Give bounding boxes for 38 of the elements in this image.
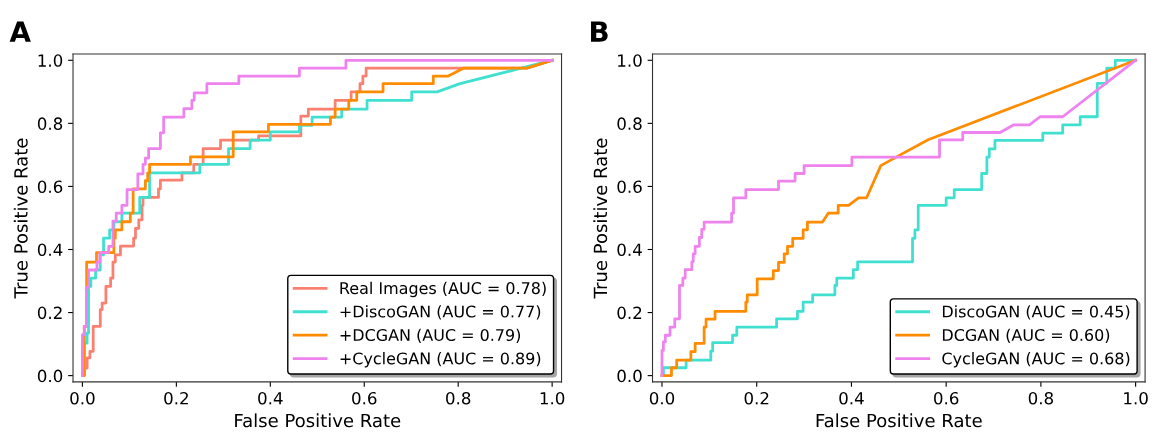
x-axis-title: False Positive Rate	[235, 413, 401, 428]
x-tick-label: 0.8	[446, 391, 471, 405]
y-tick-label: 0.0	[37, 369, 63, 383]
x-tick-label: 0.4	[258, 391, 283, 405]
legend-label: +DCGAN (AUC = 0.79)	[340, 328, 521, 343]
chart-title: A	[9, 21, 31, 42]
x-tick-label: 1.0	[1124, 391, 1148, 405]
x-tick-label: 0.0	[649, 391, 675, 405]
chart-title: B	[591, 21, 608, 42]
y-tick-label: 0.0	[617, 369, 642, 383]
y-tick-label: 0.6	[37, 180, 63, 193]
y-axis-title: True Positive Rate	[593, 138, 608, 299]
legend-label: +CycleGAN (AUC = 0.89)	[340, 352, 541, 368]
y-tick-label: 0.4	[37, 243, 63, 257]
x-axis-title: False Positive Rate	[816, 413, 982, 428]
legend-label: Real Images (AUC = 0.78)	[340, 281, 546, 298]
x-tick-label: 0.2	[744, 391, 769, 405]
y-axis-title: True Positive Rate	[13, 138, 28, 299]
x-tick-label: 0.8	[1028, 391, 1054, 405]
legend-label: DiscoGAN (AUC = 0.45)	[942, 305, 1130, 320]
y-tick-label: 0.8	[37, 117, 63, 130]
y-tick-label: 1.0	[618, 54, 642, 67]
y-tick-label: 0.8	[617, 117, 642, 130]
x-tick-label: 1.0	[540, 391, 565, 405]
y-tick-label: 1.0	[38, 54, 63, 67]
legend-label: DCGAN (AUC = 0.60)	[942, 328, 1110, 343]
line-series	[660, 58, 1138, 378]
x-tick-label: 0.4	[839, 391, 864, 405]
x-tick-label: 0.6	[352, 391, 377, 405]
y-tick-label: 0.6	[617, 180, 642, 193]
x-tick-label: 0.0	[70, 391, 95, 405]
y-tick-label: 0.2	[617, 306, 642, 320]
legend-label: +DiscoGAN (AUC = 0.77)	[340, 305, 541, 320]
legend-label: CycleGAN (AUC = 0.68)	[942, 352, 1130, 368]
x-tick-label: 0.6	[934, 391, 959, 405]
y-tick-label: 0.2	[37, 306, 62, 320]
y-tick-label: 0.4	[617, 243, 642, 257]
x-tick-label: 0.2	[164, 391, 188, 405]
